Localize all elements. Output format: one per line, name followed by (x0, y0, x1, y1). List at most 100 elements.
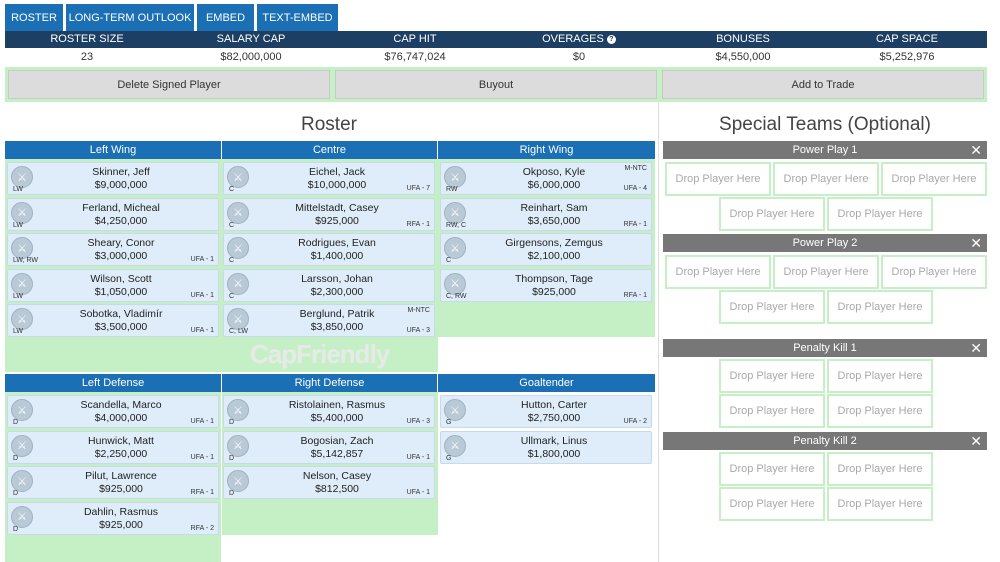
player-salary: $3,500,000 (94, 321, 148, 333)
stat-header-overages-label: OVERAGES (542, 33, 604, 45)
drop-player-slot[interactable]: Drop Player Here (881, 162, 987, 196)
tab-roster[interactable]: ROSTER (5, 4, 63, 31)
player-name: Larsson, Johan (301, 272, 373, 285)
player-position: C (229, 257, 235, 264)
drop-player-slot[interactable]: Drop Player Here (827, 359, 933, 393)
buyout-button[interactable]: Buyout (335, 70, 657, 99)
player-card[interactable]: ⚔ Wilson, Scott $1,050,000 LW UFA - 1 (7, 268, 219, 302)
tab-text-embed[interactable]: TEXT-EMBED (257, 4, 338, 31)
player-contract-status: UFA - 7 (406, 185, 430, 192)
drop-player-slot[interactable]: Drop Player Here (773, 162, 879, 196)
player-card[interactable]: ⚔ Berglund, Patrik $3,850,000 C, LW UFA - 3 M… (223, 304, 435, 337)
player-salary: $5,142,857 (310, 447, 364, 460)
player-card[interactable]: ⚔ Rodrigues, Evan $1,400,000 C (223, 233, 435, 266)
cap-stats-values: 23 $82,000,000 $76,747,024 $0 $4,550,000… (5, 48, 987, 66)
player-name: Ristolainen, Rasmus (288, 399, 386, 411)
help-icon[interactable]: ? (606, 34, 616, 44)
player-card[interactable]: ⚔ Skinner, Jeff $9,000,000 LW (7, 162, 219, 195)
player-salary: $4,000,000 (94, 412, 148, 424)
close-icon[interactable]: ✕ (970, 142, 982, 158)
stat-cap-hit: $76,747,024 (384, 51, 446, 63)
player-card[interactable]: ⚔ Okposo, Kyle $6,000,000 RW UFA - 4 M-NTC (440, 162, 652, 195)
player-name: Berglund, Patrik (299, 308, 375, 320)
player-salary: $925,000 (99, 518, 143, 531)
add-to-trade-button[interactable]: Add to Trade (662, 70, 984, 99)
player-card[interactable]: ⚔ Mittelstadt, Casey $925,000 C RFA - 1 (223, 197, 435, 231)
tab-long-term-outlook[interactable]: LONG-TERM OUTLOOK (66, 4, 194, 31)
delete-signed-player-button[interactable]: Delete Signed Player (8, 70, 330, 99)
player-avatar-icon: ⚔ (444, 166, 466, 188)
player-avatar-icon: ⚔ (11, 434, 33, 457)
drop-player-slot[interactable]: Drop Player Here (773, 255, 879, 289)
drop-player-slot[interactable]: Drop Player Here (827, 394, 933, 428)
player-salary: $2,100,000 (527, 250, 581, 262)
player-position: D (229, 454, 235, 462)
player-card[interactable]: ⚔ Bogosian, Zach $5,142,857 D UFA - 1 (223, 430, 435, 464)
player-card[interactable]: ⚔ Thompson, Tage $925,000 C, RW RFA - 1 (440, 268, 652, 302)
player-position: LW, RW (13, 257, 39, 264)
player-card[interactable]: ⚔ Scandella, Marco $4,000,000 D UFA - 1 (7, 395, 219, 428)
player-clause-tag: M-NTC (407, 307, 430, 314)
drop-player-slot[interactable]: Drop Player Here (827, 487, 933, 521)
player-card[interactable]: ⚔ Pilut, Lawrence $925,000 D RFA - 1 (7, 466, 219, 499)
player-avatar-icon: ⚔ (227, 272, 249, 295)
player-position: LW (13, 186, 23, 193)
player-card[interactable]: ⚔ Dahlin, Rasmus $925,000 D RFA - 2 (7, 501, 219, 535)
player-name: Ferland, Micheal (82, 201, 160, 214)
player-avatar-icon: ⚔ (11, 308, 33, 330)
player-card[interactable]: ⚔ Ferland, Micheal $4,250,000 LW (7, 197, 219, 231)
close-icon[interactable]: ✕ (970, 340, 982, 356)
drop-player-slot[interactable]: Drop Player Here (827, 197, 933, 231)
player-card[interactable]: ⚔ Eichel, Jack $10,000,000 C UFA - 7 (223, 162, 435, 195)
player-name: Hutton, Carter (521, 399, 587, 411)
player-salary: $925,000 (315, 214, 359, 227)
drop-player-slot[interactable]: Drop Player Here (719, 359, 825, 393)
drop-player-slot[interactable]: Drop Player Here (827, 290, 933, 324)
drop-player-slot[interactable]: Drop Player Here (827, 452, 933, 486)
drop-player-slot[interactable]: Drop Player Here (665, 162, 771, 196)
player-salary: $812,500 (315, 483, 359, 495)
player-card[interactable]: ⚔ Ristolainen, Rasmus $5,400,000 D UFA - 3 (223, 395, 435, 428)
player-salary: $6,000,000 (527, 179, 581, 191)
player-card[interactable]: ⚔ Larsson, Johan $2,300,000 C (223, 268, 435, 302)
player-card[interactable]: ⚔ Girgensons, Zemgus $2,100,000 C (440, 233, 652, 266)
player-salary: $925,000 (99, 483, 143, 495)
special-team-header: Penalty Kill 2 ✕ (663, 432, 987, 450)
player-position: G (446, 419, 452, 426)
player-name: Eichel, Jack (308, 166, 366, 178)
player-avatar-icon: ⚔ (11, 505, 33, 528)
drop-player-slot[interactable]: Drop Player Here (665, 255, 771, 289)
drop-player-slot[interactable]: Drop Player Here (881, 255, 987, 289)
player-card[interactable]: ⚔ Nelson, Casey $812,500 D UFA - 1 (223, 466, 435, 499)
player-name: Hunwick, Matt (88, 434, 154, 447)
player-card[interactable]: ⚔ Sheary, Conor $3,000,000 LW, RW UFA - 1 (7, 233, 219, 266)
player-card[interactable]: ⚔ Hutton, Carter $2,750,000 G UFA - 2 (440, 395, 652, 428)
player-card[interactable]: ⚔ Ullmark, Linus $1,800,000 G (440, 430, 652, 464)
player-avatar-icon: ⚔ (11, 166, 33, 188)
player-contract-status: RFA - 2 (190, 524, 214, 532)
player-position: G (446, 454, 452, 462)
player-position: C, RW (446, 292, 467, 300)
player-salary: $3,650,000 (527, 214, 581, 227)
player-position: C (229, 186, 235, 193)
player-card[interactable]: ⚔ Sobotka, Vladimír $3,500,000 LW UFA - 1 (7, 304, 219, 337)
player-position: D (229, 419, 235, 426)
player-card[interactable]: ⚔ Reinhart, Sam $3,650,000 RW, C RFA - 1 (440, 197, 652, 231)
tab-embed[interactable]: EMBED (197, 4, 254, 31)
drop-player-slot[interactable]: Drop Player Here (719, 197, 825, 231)
player-name: Bogosian, Zach (300, 434, 374, 447)
close-icon[interactable]: ✕ (970, 433, 982, 449)
player-salary: $3,850,000 (310, 321, 364, 333)
player-contract-status: UFA - 4 (623, 185, 647, 192)
drop-player-slot[interactable]: Drop Player Here (719, 487, 825, 521)
close-icon[interactable]: ✕ (970, 235, 982, 251)
drop-player-slot[interactable]: Drop Player Here (719, 452, 825, 486)
column-divider (658, 102, 659, 562)
drop-player-slot[interactable]: Drop Player Here (719, 290, 825, 324)
player-position: C, LW (229, 328, 248, 335)
player-card[interactable]: ⚔ Hunwick, Matt $2,250,000 D UFA - 1 (7, 430, 219, 464)
drop-player-slot[interactable]: Drop Player Here (719, 394, 825, 428)
player-contract-status: UFA - 3 (406, 327, 430, 334)
player-salary: $925,000 (532, 285, 576, 298)
